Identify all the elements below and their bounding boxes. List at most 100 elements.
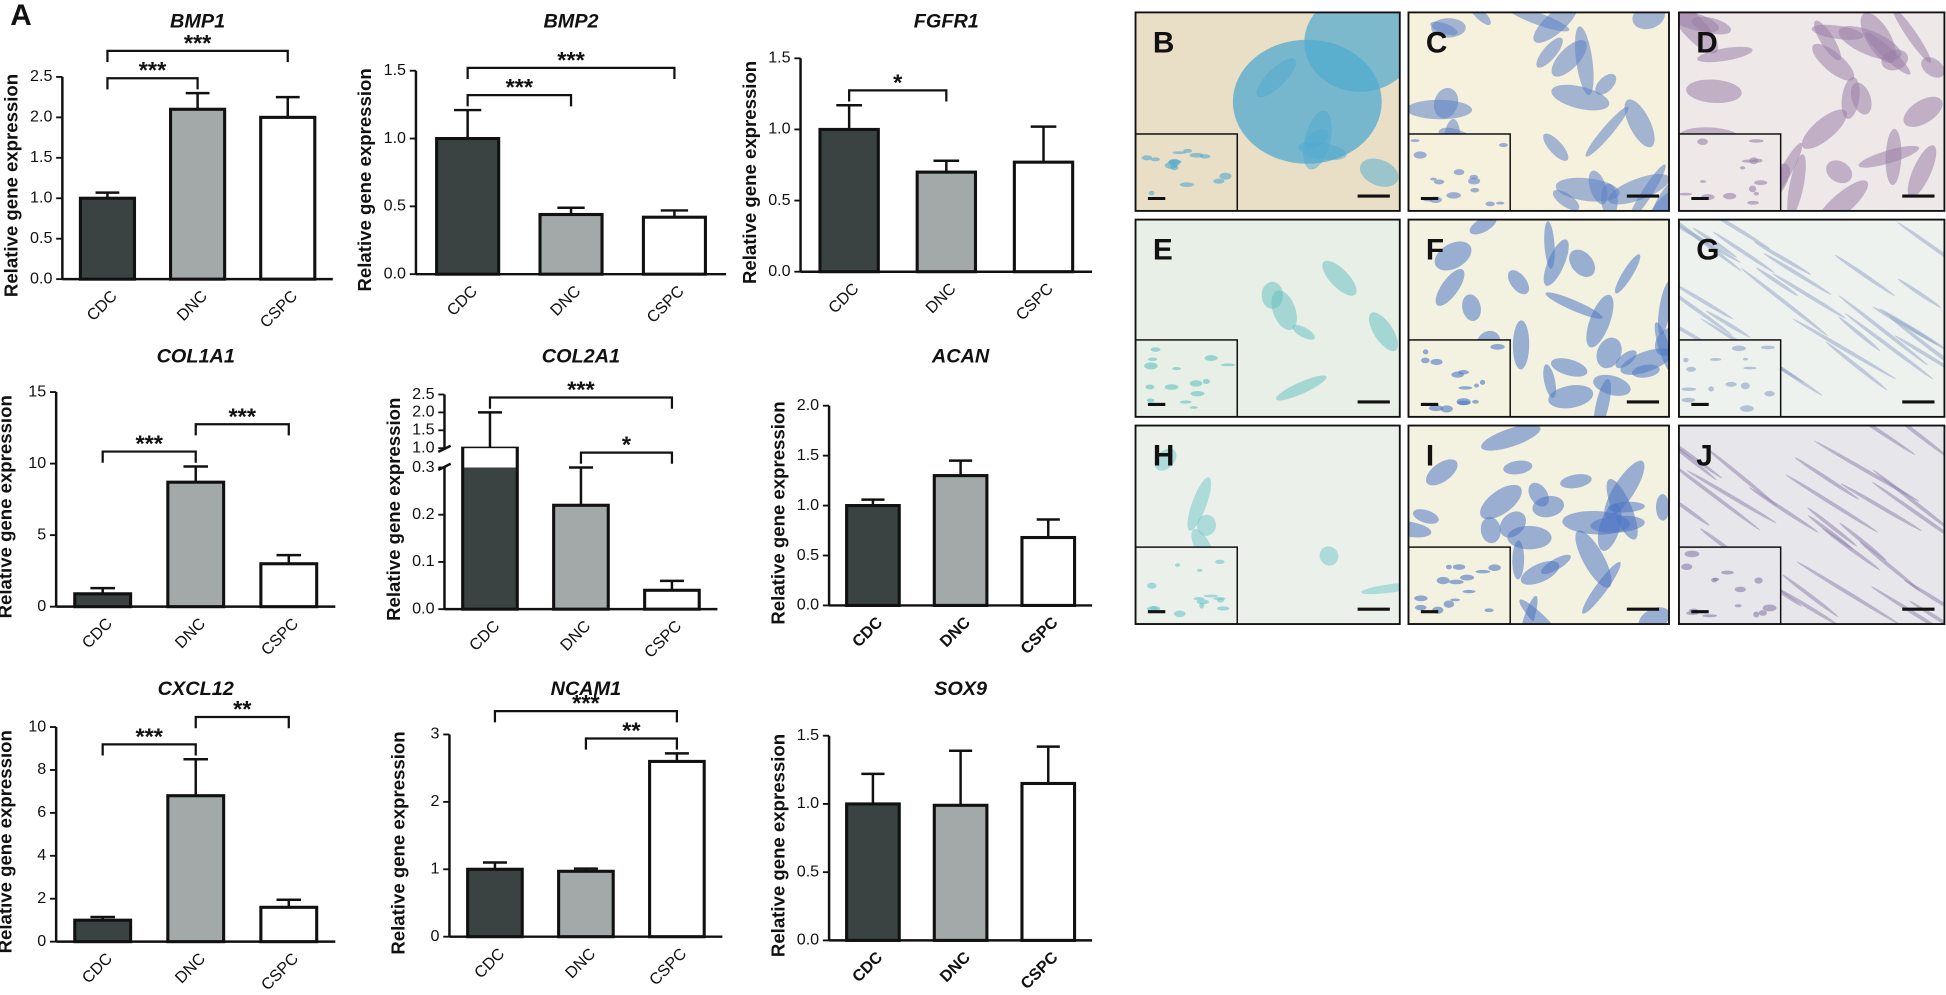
stain <box>1838 316 1881 352</box>
chart-title: COL2A1 <box>542 346 620 368</box>
stain <box>1412 509 1439 524</box>
bar <box>932 474 989 607</box>
micrograph: E <box>1134 218 1401 418</box>
stain <box>1614 254 1641 294</box>
stain <box>1686 470 1777 524</box>
stain <box>1361 582 1400 595</box>
y-tick-label: 1.0 <box>768 120 790 138</box>
x-tick-label: DNC <box>172 614 210 652</box>
stain <box>1838 295 1929 366</box>
x-tick-label: CSPC <box>1012 279 1057 324</box>
inset-stain <box>1472 399 1479 404</box>
significance-bracket <box>106 77 199 90</box>
inset-stain <box>1485 201 1495 207</box>
inset-stain <box>1708 386 1715 392</box>
inset-stain <box>1684 550 1700 558</box>
micrograph-label: H <box>1153 440 1175 473</box>
bar-chart: CXCL12 Relative gene expression 0 2 4 6 8 10 CDC… <box>0 678 336 994</box>
bar <box>259 115 317 281</box>
inset-stain <box>1450 598 1461 602</box>
x-tick-label: CDC <box>444 282 482 320</box>
y-tick-label: 0.5 <box>797 546 819 564</box>
micrograph-content <box>1408 219 1670 417</box>
y-tick-label: 0.5 <box>30 229 52 247</box>
inset-stain <box>1473 383 1479 388</box>
micrograph: D <box>1677 11 1946 212</box>
micrograph-content <box>1135 12 1400 211</box>
chart-title: BMP2 <box>543 11 598 33</box>
stain <box>1560 474 1592 489</box>
stain <box>1624 99 1655 148</box>
stain <box>1435 269 1465 306</box>
bar <box>1020 535 1077 607</box>
micrograph: J <box>1677 424 1946 625</box>
stain <box>1292 324 1315 340</box>
stain <box>1839 522 1887 561</box>
inset-stain <box>1753 158 1763 163</box>
y-tick-label: 0.0 <box>797 596 819 614</box>
inset-stain <box>1164 162 1178 169</box>
inset-stain <box>1748 185 1757 193</box>
y-axis-label: Relative gene expression <box>1 74 22 297</box>
bar <box>932 803 989 942</box>
inset-stain <box>1436 576 1450 585</box>
stain <box>1543 364 1557 398</box>
bar <box>73 918 133 944</box>
inset-stain <box>1748 139 1764 143</box>
stain <box>1569 249 1596 277</box>
y-tick-label: 1.5 <box>797 446 819 464</box>
inset-stain <box>1721 570 1734 575</box>
stain <box>1812 43 1855 81</box>
stain <box>1825 341 1888 391</box>
stain <box>1303 110 1332 170</box>
stain <box>1794 457 1860 500</box>
inset-stain <box>1754 180 1768 186</box>
bar-chart: COL2A1 Relative gene expression 0.0 0.1 0.2 0… <box>383 346 718 662</box>
micrograph-content <box>1135 425 1400 625</box>
y-tick-label: 0.0 <box>412 599 434 617</box>
y-tick-label: 0 <box>37 597 46 615</box>
x-tick-label: CDC <box>466 617 504 655</box>
stain <box>1469 219 1497 235</box>
bar <box>435 136 501 276</box>
stain <box>1785 474 1879 533</box>
y-tick-label: 3 <box>431 725 440 743</box>
bar <box>1020 781 1077 942</box>
inset-stain <box>1164 384 1179 390</box>
stain <box>1304 12 1400 92</box>
inset-stain <box>1413 151 1427 159</box>
inset-stain <box>1213 178 1225 184</box>
inset-stain <box>1743 366 1757 370</box>
stain <box>1536 37 1563 68</box>
inset-stain <box>1430 358 1443 366</box>
inset-stain <box>1709 357 1722 361</box>
x-tick-label: CSPC <box>646 944 691 989</box>
stain <box>1840 483 1922 531</box>
x-tick-label: CDC <box>79 949 117 987</box>
bar-chart: BMP2 Relative gene expression 0.0 0.5 1.0 1.5… <box>354 11 727 327</box>
stain <box>1838 26 1902 61</box>
micrograph-label: E <box>1153 234 1173 267</box>
bar-chart: SOX9 Relative gene expression 0.0 0.5 1.0 1.5… <box>767 678 1093 993</box>
stain <box>1596 337 1622 369</box>
stain <box>1550 358 1588 377</box>
stain <box>1638 607 1670 625</box>
inset-stain <box>1731 345 1746 352</box>
y-axis-label: Relative gene expression <box>388 731 409 954</box>
bar-chart: FGFR1 Relative gene expression 0.0 0.5 1.0 1.… <box>739 11 1093 324</box>
stain <box>1921 57 1945 78</box>
y-tick-label: 2 <box>37 889 46 907</box>
significance-label: *** <box>557 47 585 73</box>
stain <box>1871 586 1945 625</box>
inset-stain <box>1681 387 1697 391</box>
stain <box>1678 459 1761 531</box>
stain <box>1261 281 1284 309</box>
stain <box>1753 241 1812 275</box>
y-tick-label: 2.0 <box>797 396 819 414</box>
stain <box>1620 348 1670 375</box>
inset-stain <box>1725 381 1737 387</box>
bar <box>552 503 610 611</box>
bar-break <box>464 448 516 468</box>
stain <box>1196 514 1216 536</box>
